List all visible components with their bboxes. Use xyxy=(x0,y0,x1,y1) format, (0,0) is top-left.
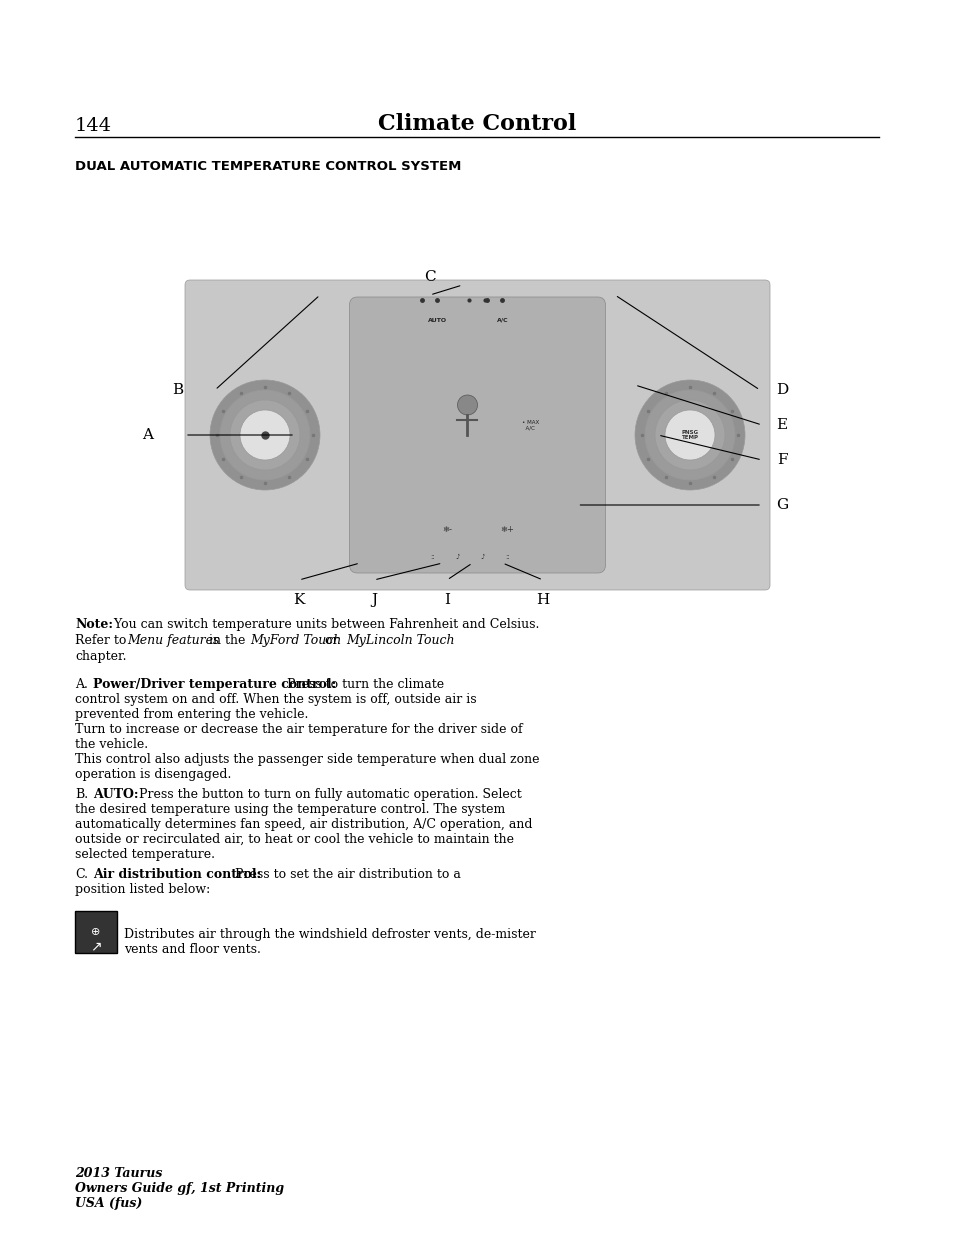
Text: J: J xyxy=(371,593,376,606)
Text: MyFord Touch: MyFord Touch xyxy=(250,634,341,647)
Text: ⊕: ⊕ xyxy=(91,927,101,937)
Text: ♪: ♪ xyxy=(455,555,459,559)
Text: Note:: Note: xyxy=(75,618,112,631)
Text: Power/Driver temperature control:: Power/Driver temperature control: xyxy=(92,678,335,692)
Text: I: I xyxy=(443,593,450,606)
Text: control system on and off. When the system is off, outside air is: control system on and off. When the syst… xyxy=(75,693,476,706)
Text: ❄-: ❄- xyxy=(442,526,452,535)
Text: • MAX
  A/C: • MAX A/C xyxy=(522,420,539,431)
Ellipse shape xyxy=(644,390,734,480)
Text: K: K xyxy=(293,593,304,606)
Ellipse shape xyxy=(635,380,744,490)
Text: Refer to: Refer to xyxy=(75,634,131,647)
Text: position listed below:: position listed below: xyxy=(75,883,210,897)
Text: automatically determines fan speed, air distribution, A/C operation, and: automatically determines fan speed, air … xyxy=(75,818,532,831)
Text: Press to set the air distribution to a: Press to set the air distribution to a xyxy=(231,868,460,881)
Text: C.: C. xyxy=(75,868,88,881)
Text: A/C: A/C xyxy=(497,317,508,322)
Text: prevented from entering the vehicle.: prevented from entering the vehicle. xyxy=(75,708,308,721)
Text: F: F xyxy=(776,453,786,467)
Text: A.: A. xyxy=(75,678,88,692)
Text: H: H xyxy=(536,593,549,606)
Text: or: or xyxy=(320,634,342,647)
Text: Distributes air through the windshield defroster vents, de-mister: Distributes air through the windshield d… xyxy=(124,927,536,941)
Text: Menu features: Menu features xyxy=(127,634,219,647)
Text: This control also adjusts the passenger side temperature when dual zone: This control also adjusts the passenger … xyxy=(75,753,539,766)
Ellipse shape xyxy=(230,400,299,471)
Ellipse shape xyxy=(655,400,724,471)
Text: ::: :: xyxy=(504,555,509,559)
Text: You can switch temperature units between Fahrenheit and Celsius.: You can switch temperature units between… xyxy=(110,618,538,631)
Ellipse shape xyxy=(664,410,714,459)
Text: in the: in the xyxy=(205,634,249,647)
Text: G: G xyxy=(775,498,787,513)
Ellipse shape xyxy=(220,390,310,480)
Text: Press to turn the climate: Press to turn the climate xyxy=(283,678,444,692)
Text: ♪: ♪ xyxy=(479,555,484,559)
Text: outside or recirculated air, to heat or cool the vehicle to maintain the: outside or recirculated air, to heat or … xyxy=(75,832,514,846)
Text: ↗: ↗ xyxy=(91,939,102,953)
Text: vents and floor vents.: vents and floor vents. xyxy=(124,944,260,956)
Text: Climate Control: Climate Control xyxy=(377,112,576,135)
Text: 144: 144 xyxy=(75,117,112,135)
Text: AUTO:: AUTO: xyxy=(92,788,138,802)
Text: ::: :: xyxy=(430,555,435,559)
FancyBboxPatch shape xyxy=(75,911,117,953)
Text: B: B xyxy=(172,383,183,396)
Text: Press the button to turn on fully automatic operation. Select: Press the button to turn on fully automa… xyxy=(135,788,521,802)
Text: C: C xyxy=(424,270,436,284)
Text: selected temperature.: selected temperature. xyxy=(75,848,214,861)
Text: chapter.: chapter. xyxy=(75,650,127,663)
Text: D: D xyxy=(775,383,787,396)
FancyBboxPatch shape xyxy=(349,296,605,573)
Text: A: A xyxy=(142,429,153,442)
Text: operation is disengaged.: operation is disengaged. xyxy=(75,768,232,781)
Text: Owners Guide gf, 1st Printing: Owners Guide gf, 1st Printing xyxy=(75,1182,284,1195)
Text: AUTO: AUTO xyxy=(428,317,447,322)
Text: DUAL AUTOMATIC TEMPERATURE CONTROL SYSTEM: DUAL AUTOMATIC TEMPERATURE CONTROL SYSTE… xyxy=(75,161,461,173)
Circle shape xyxy=(457,395,477,415)
Text: ❄+: ❄+ xyxy=(500,526,514,535)
Text: B.: B. xyxy=(75,788,88,802)
Text: 2013 Taurus: 2013 Taurus xyxy=(75,1167,162,1179)
Text: Turn to increase or decrease the air temperature for the driver side of: Turn to increase or decrease the air tem… xyxy=(75,722,522,736)
Ellipse shape xyxy=(210,380,319,490)
Text: E: E xyxy=(776,417,787,432)
FancyBboxPatch shape xyxy=(185,280,769,590)
Text: the vehicle.: the vehicle. xyxy=(75,739,148,751)
Ellipse shape xyxy=(240,410,290,459)
Text: the desired temperature using the temperature control. The system: the desired temperature using the temper… xyxy=(75,803,505,816)
Text: PNSG
TEMP: PNSG TEMP xyxy=(680,430,698,441)
Text: MyLincoln Touch: MyLincoln Touch xyxy=(346,634,454,647)
Text: USA (fus): USA (fus) xyxy=(75,1197,142,1210)
Text: Air distribution control:: Air distribution control: xyxy=(92,868,261,881)
